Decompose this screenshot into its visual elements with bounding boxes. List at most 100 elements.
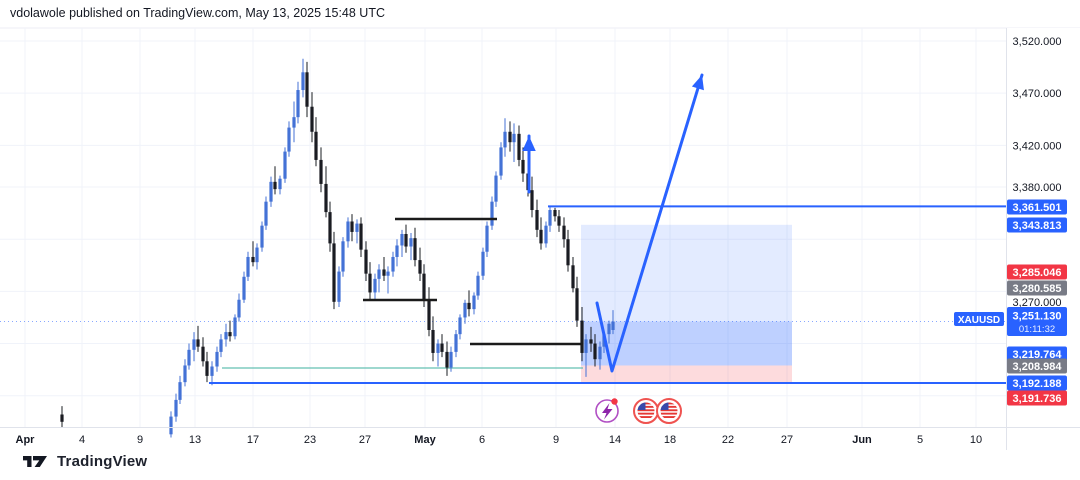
candle-up xyxy=(301,58,305,98)
price-axis[interactable]: 3,520.000 3,470.000 3,420.000 3,380.000 3,27… xyxy=(954,28,1080,450)
svg-text:3,280.585: 3,280.585 xyxy=(1013,283,1062,295)
candle-up xyxy=(337,266,341,308)
candle-up xyxy=(174,393,178,422)
candle-up xyxy=(242,271,246,303)
candle-up xyxy=(458,314,462,340)
candle-up xyxy=(476,271,480,300)
event-marker-us-flag[interactable] xyxy=(633,398,659,424)
candle-up xyxy=(341,237,345,277)
candle-down xyxy=(201,337,205,367)
candle-up xyxy=(246,251,250,281)
time-tick-day: 9 xyxy=(553,434,559,446)
candle-up xyxy=(499,142,503,180)
symbol-tag: XAUUSD xyxy=(954,312,1004,327)
candle-down xyxy=(440,334,444,358)
price-badge-blue: 3,361.501 xyxy=(1007,199,1067,215)
tradingview-wordmark: TradingView xyxy=(57,453,148,470)
svg-text:01:11:32: 01:11:32 xyxy=(1019,324,1055,335)
svg-text:3,208.984: 3,208.984 xyxy=(1013,361,1063,373)
candle-up xyxy=(463,299,467,324)
candle-up xyxy=(512,123,516,163)
candle-up xyxy=(355,219,359,244)
small-up-arrow[interactable] xyxy=(522,134,536,194)
event-marker-us-flag[interactable] xyxy=(656,398,682,424)
svg-text:3,251.130: 3,251.130 xyxy=(1013,311,1062,323)
candle-up xyxy=(219,334,223,358)
candle-down xyxy=(530,176,534,218)
zone-stop-zone[interactable] xyxy=(581,365,792,383)
time-tick-day: 13 xyxy=(189,434,201,446)
candle-down xyxy=(566,229,570,272)
candle-down xyxy=(562,217,566,248)
candle-down xyxy=(60,406,64,429)
candle-down xyxy=(517,125,521,167)
time-tick-day: 27 xyxy=(359,434,371,446)
time-tick-day: 23 xyxy=(304,434,316,446)
candle-up xyxy=(296,81,300,124)
candle-up xyxy=(409,232,413,261)
candle-up xyxy=(210,361,214,386)
price-badge-blue: 3,219.764 xyxy=(1007,346,1067,362)
time-tick-day: 5 xyxy=(917,434,923,446)
candle-up xyxy=(485,221,489,257)
candle-down xyxy=(350,214,354,242)
candle-up xyxy=(503,118,507,157)
event-marker-lightning[interactable] xyxy=(595,398,619,423)
candle-up xyxy=(237,293,241,322)
candle-up xyxy=(187,343,191,370)
publish-caption: vdolawole published on TradingView.com, … xyxy=(10,6,385,20)
candle-up xyxy=(278,175,282,195)
candle-down xyxy=(314,117,318,167)
candle-down xyxy=(508,121,512,152)
time-tick-day: 18 xyxy=(664,434,676,446)
candle-down xyxy=(571,256,575,293)
candle-down xyxy=(328,201,332,252)
candle-up xyxy=(224,323,228,347)
candle-up xyxy=(373,273,377,300)
svg-text:3,191.736: 3,191.736 xyxy=(1013,393,1062,405)
time-tick-day: 6 xyxy=(479,434,485,446)
candle-down xyxy=(575,276,579,327)
price-badge-gray: 3,208.984 xyxy=(1007,358,1067,374)
candle-down xyxy=(196,325,200,352)
candle-up xyxy=(269,176,273,207)
candle-up xyxy=(215,346,219,372)
candle-up xyxy=(472,292,476,315)
price-tick-label: 3,380.000 xyxy=(1013,182,1062,194)
candle-down xyxy=(413,227,417,267)
candle-up xyxy=(395,239,399,267)
candle-down xyxy=(431,316,435,362)
candle-down xyxy=(359,217,363,257)
price-badge-blue: 3,192.188 xyxy=(1007,375,1067,391)
svg-text:3,361.501: 3,361.501 xyxy=(1013,202,1062,214)
candle-up xyxy=(391,251,395,277)
zone-target-zone[interactable] xyxy=(581,224,792,322)
candle-up xyxy=(287,121,291,157)
candle-up xyxy=(386,266,390,294)
candle-up xyxy=(598,341,602,370)
candle-up xyxy=(607,320,611,344)
price-badge-gray: 3,280.585 xyxy=(1007,280,1067,296)
candle-down xyxy=(273,166,277,195)
candle-up xyxy=(449,346,453,372)
candle-up xyxy=(548,206,552,232)
time-tick-month: Apr xyxy=(16,434,36,446)
candle-up xyxy=(292,101,296,143)
candle-down xyxy=(427,287,431,337)
candle-up xyxy=(490,196,494,230)
candle-up xyxy=(400,229,404,257)
time-axis[interactable]: Apr 4 9 13 17 23 27 May 6 9 14 18 22 27 Jun 5 10 xyxy=(0,427,1080,447)
time-tick-day: 27 xyxy=(781,434,793,446)
candle-up xyxy=(192,332,196,362)
svg-text:XAUUSD: XAUUSD xyxy=(958,315,1000,326)
time-tick-day: 17 xyxy=(247,434,259,446)
tradingview-logo-icon xyxy=(23,456,47,467)
price-badge-blue: 3,343.813 xyxy=(1007,217,1067,233)
svg-text:3,343.813: 3,343.813 xyxy=(1013,220,1062,232)
projection-arrow[interactable] xyxy=(595,73,704,373)
candle-up xyxy=(283,147,287,183)
tradingview-watermark[interactable]: TradingView xyxy=(22,453,147,470)
candle-up xyxy=(178,375,182,405)
